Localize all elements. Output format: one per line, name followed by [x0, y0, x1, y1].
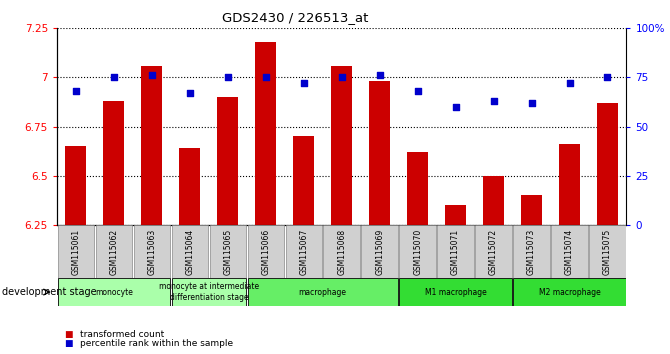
- Bar: [133, 225, 170, 278]
- Point: [261, 75, 271, 80]
- Bar: [331, 65, 352, 225]
- Bar: [96, 225, 132, 278]
- Point: [298, 80, 309, 86]
- Bar: [361, 225, 398, 278]
- Text: GSM115073: GSM115073: [527, 229, 536, 275]
- Bar: [597, 103, 618, 225]
- Text: M2 macrophage: M2 macrophage: [539, 287, 600, 297]
- Bar: [103, 101, 125, 225]
- Point: [450, 104, 461, 110]
- Bar: [589, 225, 626, 278]
- Bar: [445, 205, 466, 225]
- Bar: [247, 225, 284, 278]
- Point: [564, 80, 575, 86]
- Text: GSM115075: GSM115075: [603, 229, 612, 275]
- Text: GSM115070: GSM115070: [413, 229, 422, 275]
- Point: [222, 75, 233, 80]
- Text: GSM115064: GSM115064: [186, 229, 194, 275]
- Text: percentile rank within the sample: percentile rank within the sample: [80, 339, 234, 348]
- Text: GSM115074: GSM115074: [565, 229, 574, 275]
- Text: GSM115065: GSM115065: [223, 229, 232, 275]
- Point: [375, 73, 385, 78]
- Bar: [58, 278, 170, 306]
- Bar: [285, 225, 322, 278]
- Text: monocyte at intermediate
differentiation stage: monocyte at intermediate differentiation…: [159, 282, 259, 302]
- Bar: [172, 225, 208, 278]
- Text: monocyte: monocyte: [95, 287, 133, 297]
- Text: GDS2430 / 226513_at: GDS2430 / 226513_at: [222, 11, 368, 24]
- Point: [488, 98, 499, 104]
- Point: [147, 73, 157, 78]
- Text: GSM115072: GSM115072: [489, 229, 498, 275]
- Bar: [217, 97, 239, 225]
- Bar: [66, 146, 86, 225]
- Bar: [141, 65, 162, 225]
- Text: GSM115061: GSM115061: [72, 229, 80, 275]
- Point: [184, 90, 195, 96]
- Point: [412, 88, 423, 94]
- Text: development stage: development stage: [2, 287, 96, 297]
- Text: M1 macrophage: M1 macrophage: [425, 287, 486, 297]
- Point: [109, 75, 119, 80]
- Text: GSM115063: GSM115063: [147, 229, 156, 275]
- Bar: [58, 225, 94, 278]
- Bar: [559, 144, 580, 225]
- Bar: [483, 176, 504, 225]
- Bar: [255, 42, 276, 225]
- Text: GSM115067: GSM115067: [299, 229, 308, 275]
- Bar: [513, 278, 626, 306]
- Text: GSM115069: GSM115069: [375, 229, 384, 275]
- Bar: [407, 152, 428, 225]
- Bar: [475, 225, 512, 278]
- Bar: [172, 278, 246, 306]
- Text: GSM115071: GSM115071: [451, 229, 460, 275]
- Text: GSM115068: GSM115068: [337, 229, 346, 275]
- Point: [70, 88, 81, 94]
- Bar: [399, 225, 436, 278]
- Bar: [369, 81, 390, 225]
- Point: [602, 75, 613, 80]
- Point: [526, 100, 537, 106]
- Bar: [513, 225, 550, 278]
- Bar: [551, 225, 588, 278]
- Text: GSM115066: GSM115066: [261, 229, 270, 275]
- Bar: [521, 195, 542, 225]
- Bar: [293, 136, 314, 225]
- Point: [336, 75, 347, 80]
- Text: GSM115062: GSM115062: [109, 229, 119, 275]
- Bar: [438, 225, 474, 278]
- Bar: [180, 148, 200, 225]
- Text: ■: ■: [64, 339, 72, 348]
- Bar: [399, 278, 512, 306]
- Bar: [247, 278, 398, 306]
- Text: transformed count: transformed count: [80, 330, 165, 339]
- Text: macrophage: macrophage: [299, 287, 346, 297]
- Text: ■: ■: [64, 330, 72, 339]
- Bar: [210, 225, 246, 278]
- Bar: [324, 225, 360, 278]
